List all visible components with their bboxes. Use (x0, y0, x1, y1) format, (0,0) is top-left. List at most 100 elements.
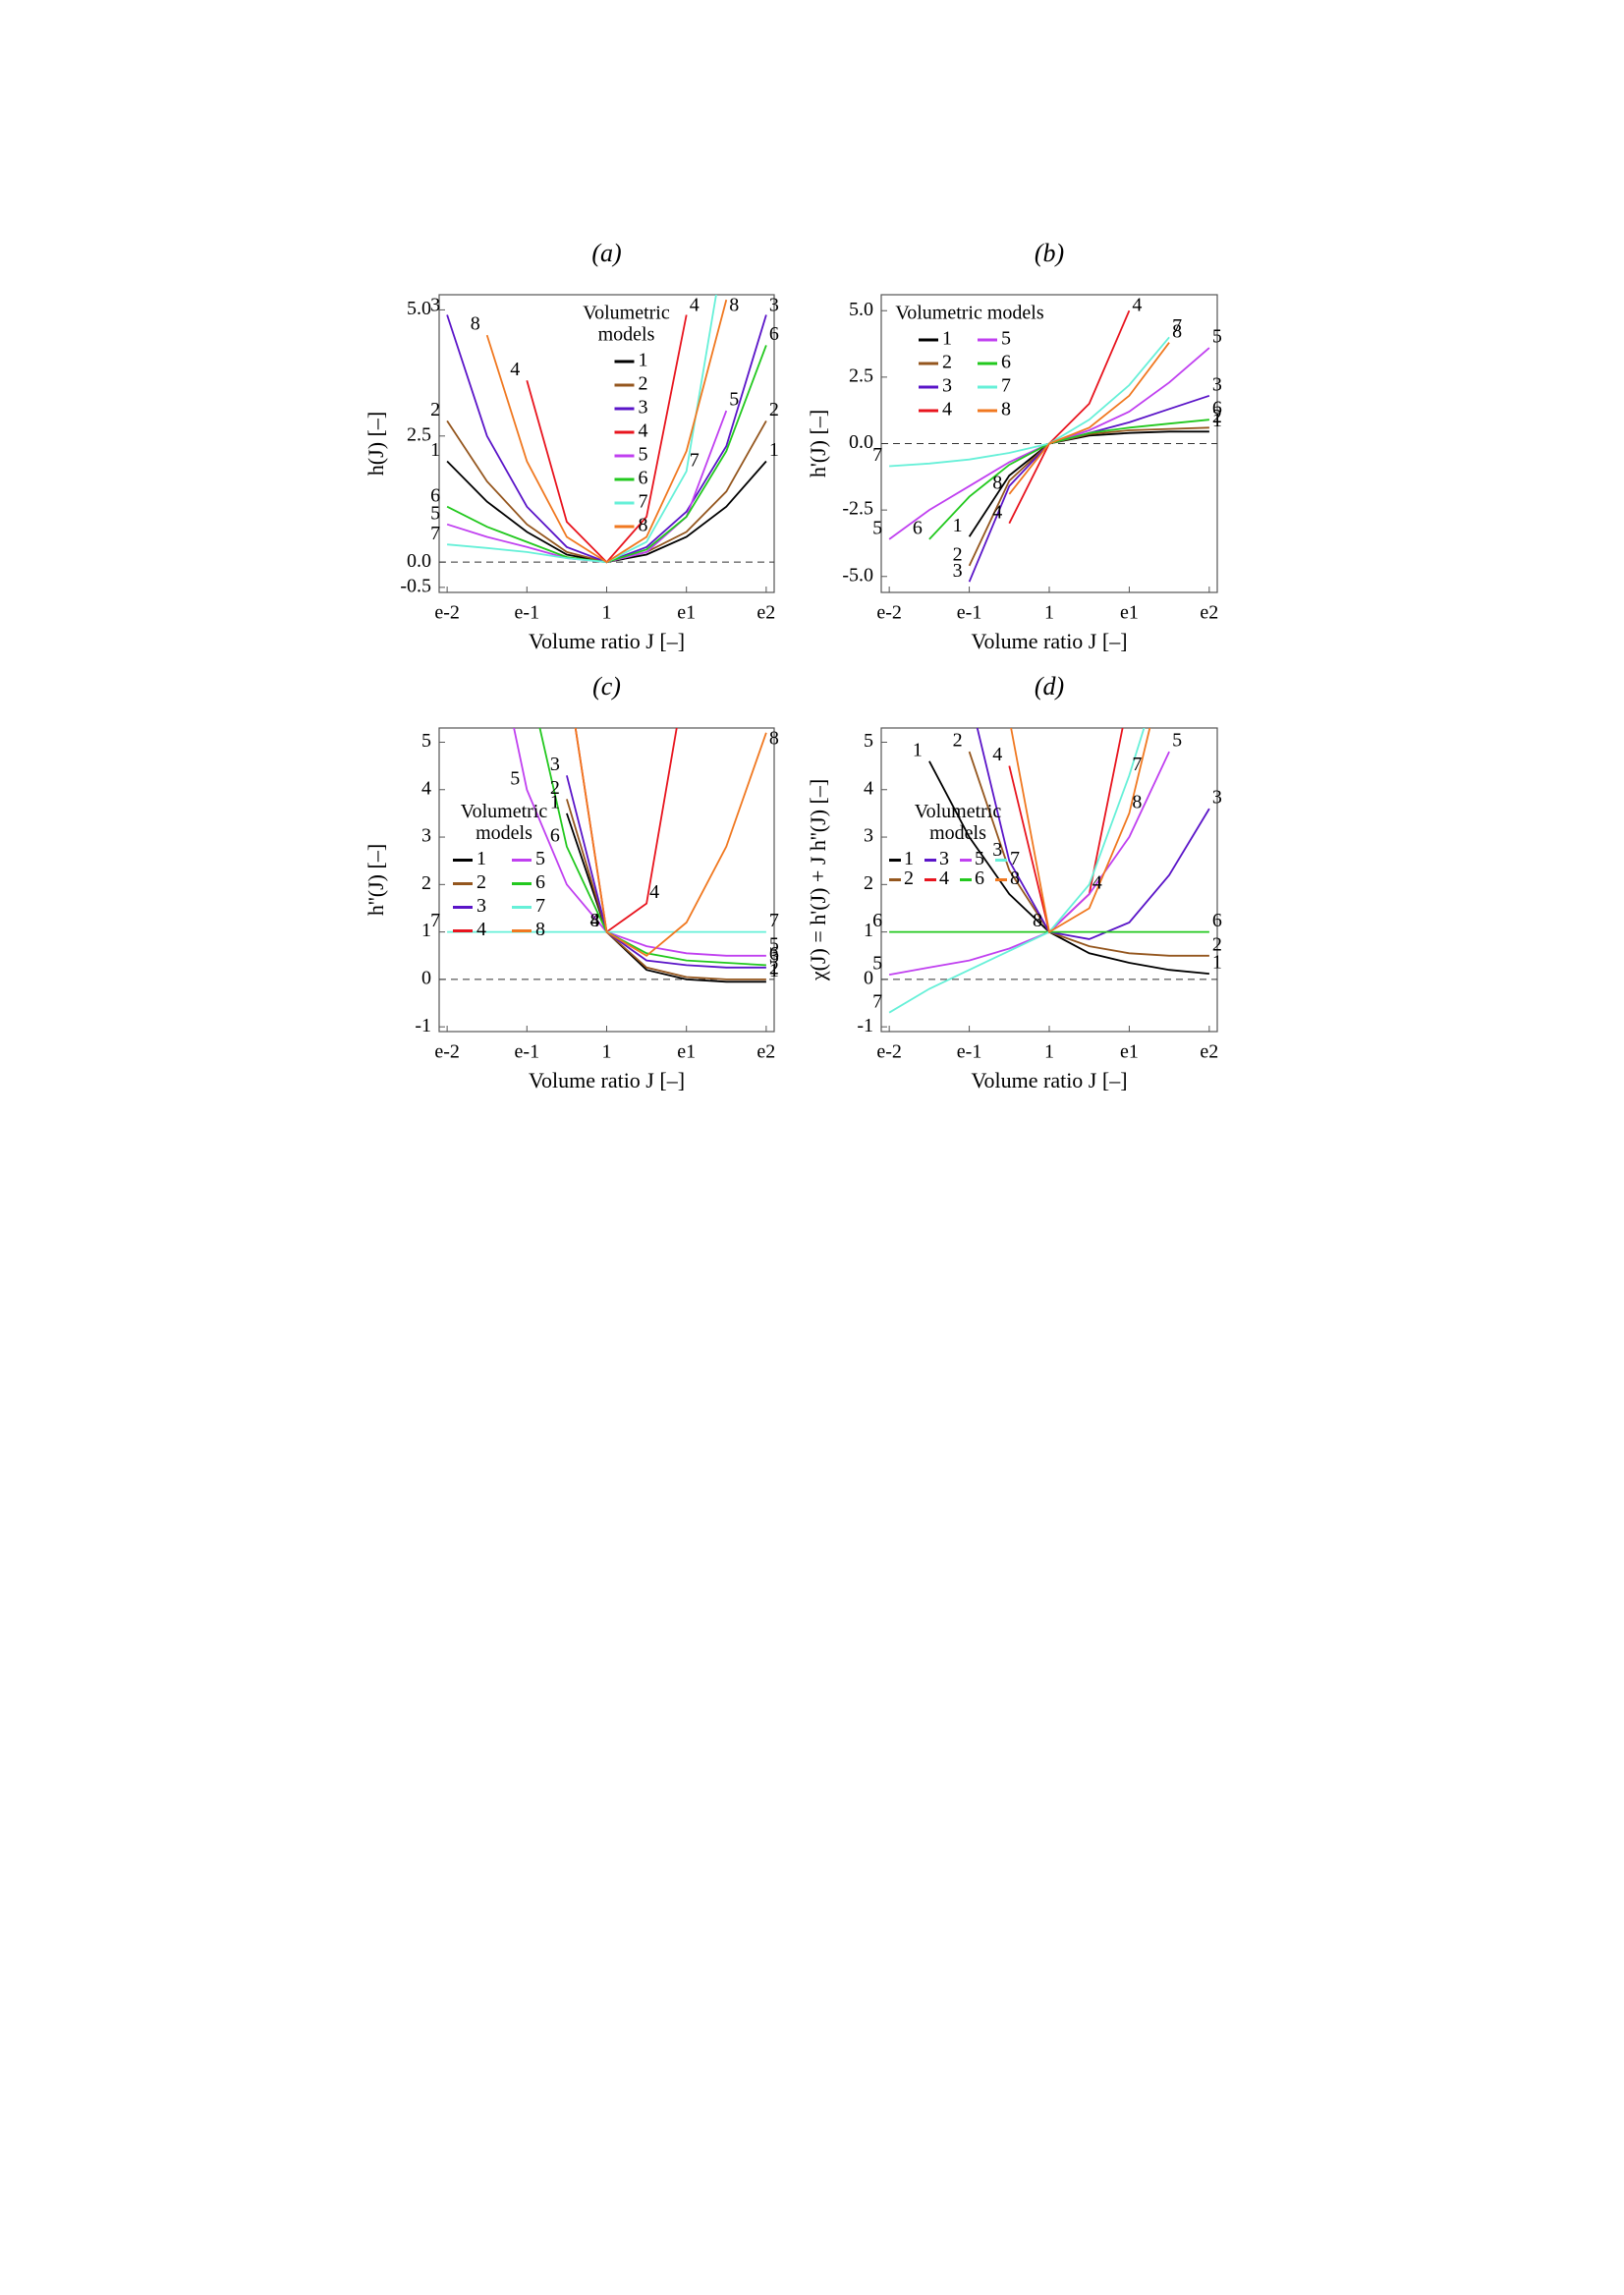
legend-label: 6 (535, 871, 545, 893)
curve-label: 4 (1092, 872, 1102, 894)
curve-label: 3 (1212, 787, 1222, 809)
x-axis-label: Volume ratio J [–] (971, 629, 1127, 653)
curve (888, 751, 1170, 976)
y-tick-label: 0 (421, 967, 431, 988)
legend-label: 8 (639, 515, 648, 536)
x-axis-label: Volume ratio J [–] (971, 1068, 1127, 1092)
curve-label: 1 (1212, 952, 1222, 974)
curve (446, 345, 767, 564)
curve-label: 6 (550, 824, 560, 846)
curve-label: 5 (1212, 326, 1222, 348)
curve-label: 7 (769, 910, 779, 931)
legend-label: 7 (639, 491, 648, 513)
legend-title: Volumetric (915, 801, 1002, 822)
curve-label: 6 (1212, 398, 1222, 420)
legend-label: 3 (939, 848, 949, 869)
curve-label: 2 (430, 399, 440, 420)
x-tick-label: e-2 (876, 602, 902, 624)
legend-label: 1 (639, 350, 648, 371)
curve-label: 8 (1172, 320, 1182, 342)
curve-label: 7 (1132, 754, 1142, 775)
curve (566, 775, 766, 969)
curve-label: 4 (590, 910, 600, 931)
curve-label: 1 (953, 515, 963, 536)
curve (446, 410, 728, 564)
curve-label: 2 (953, 544, 963, 566)
curve (446, 460, 767, 564)
curve-label: 8 (769, 728, 779, 750)
curve (526, 314, 688, 564)
y-axis-label: χ(J) = h'(J) + J h''(J) [–] (806, 779, 830, 981)
x-tick-label: e2 (756, 1041, 775, 1063)
curve-label: 6 (913, 517, 923, 538)
curve-label: 8 (471, 313, 480, 335)
curve-label: 6 (769, 323, 779, 345)
x-axis-label: Volume ratio J [–] (529, 1068, 685, 1092)
curve (574, 728, 678, 934)
y-tick-label: 3 (421, 825, 431, 847)
y-tick-label: -1 (415, 1015, 431, 1036)
legend-label: 4 (942, 399, 952, 420)
legend-label: 2 (904, 868, 914, 889)
legend-label: 6 (975, 868, 984, 889)
curve-label: 8 (992, 472, 1002, 493)
y-tick-label: 5 (864, 730, 873, 752)
x-tick-label: e2 (1200, 602, 1218, 624)
legend-label: 7 (1010, 848, 1020, 869)
legend-label: 2 (639, 373, 648, 395)
curve-label: 6 (872, 910, 882, 931)
curve-label: 7 (690, 449, 700, 471)
legend-label: 7 (1001, 375, 1011, 397)
curve (889, 336, 1170, 468)
curve-label: 3 (769, 295, 779, 316)
x-tick-label: e-1 (515, 1041, 540, 1063)
panel: (b) Volume ratio J [–] h'(J) [–] e-2 e-1 1 e1 e… (806, 239, 1222, 653)
curve-label: 8 (1033, 910, 1042, 931)
curve-label: 2 (769, 399, 779, 420)
panel: (c) Volume ratio J [–] h''(J) [–] e-2 e-1 1 e1… (364, 672, 779, 1092)
legend-label: 5 (1001, 328, 1011, 350)
curve-label: 5 (430, 502, 440, 524)
curve-label: 5 (872, 953, 882, 975)
legend-label: 2 (942, 352, 952, 373)
legend-label: 1 (476, 848, 486, 869)
x-tick-label: 1 (1044, 1041, 1054, 1063)
y-tick-label: -1 (857, 1015, 873, 1036)
panel-title: (c) (592, 672, 621, 700)
curve (566, 799, 766, 980)
curve (446, 314, 767, 564)
x-tick-label: e1 (1120, 602, 1139, 624)
curve-label: 2 (769, 957, 779, 979)
curve-label: 3 (769, 945, 779, 967)
y-tick-label: 4 (864, 777, 873, 799)
curve-label: 5 (769, 933, 779, 955)
legend-label: 5 (535, 848, 545, 869)
x-tick-label: e1 (1120, 1041, 1139, 1063)
curve (968, 430, 1209, 537)
y-tick-label: 2 (421, 872, 431, 894)
legend-label: 8 (535, 919, 545, 940)
legend-title: Volumetric (461, 801, 548, 822)
curve (968, 751, 1209, 957)
x-tick-label: e2 (756, 602, 775, 624)
y-tick-label: 0.0 (407, 550, 431, 572)
y-tick-label: 5 (421, 730, 431, 752)
x-tick-label: e-2 (876, 1041, 902, 1063)
x-axis-label: Volume ratio J [–] (529, 629, 685, 653)
curve (538, 728, 766, 967)
panel-title: (a) (591, 239, 621, 267)
curve-label: 1 (769, 960, 779, 981)
curve-label: 5 (729, 389, 739, 411)
curve-label: 6 (769, 943, 779, 965)
curve-label: 3 (992, 839, 1002, 861)
curve-label: 2 (953, 730, 963, 752)
y-tick-label: 0.0 (849, 431, 873, 453)
curve-label: 4 (690, 295, 700, 316)
x-tick-label: 1 (1044, 602, 1054, 624)
y-axis-label: h''(J) [–] (364, 844, 388, 916)
curve-label: 7 (872, 444, 882, 466)
curve-label: 5 (872, 517, 882, 538)
panel: (a) Volume ratio J [–] h(J) [–] e-2 e-1 1 e1 e2… (364, 239, 779, 653)
curves (447, 728, 767, 983)
